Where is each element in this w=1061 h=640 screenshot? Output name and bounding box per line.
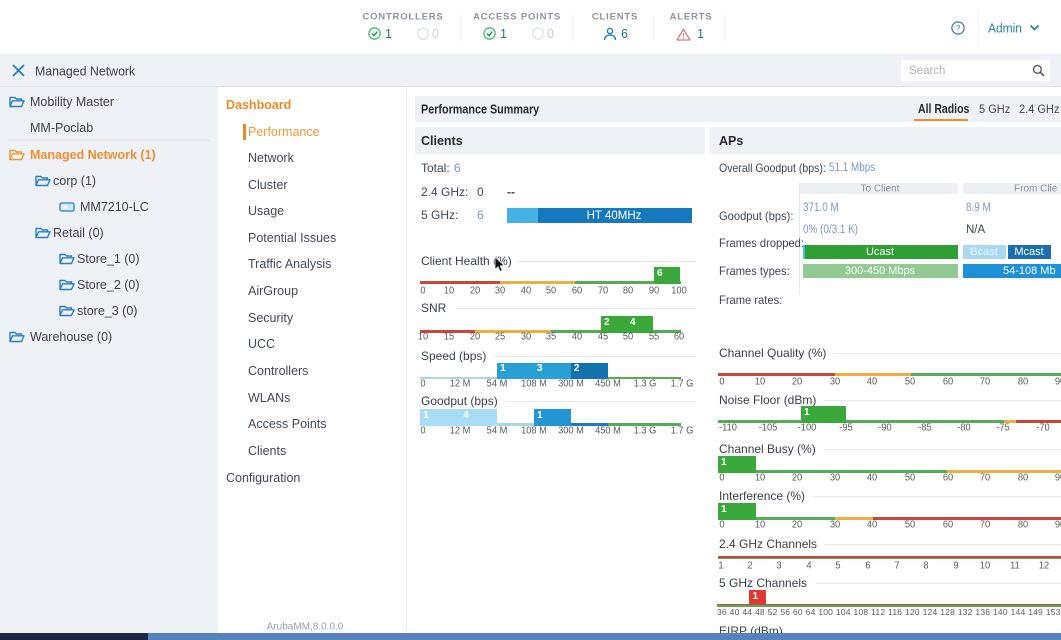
svg-text:?: ? [956, 23, 961, 33]
